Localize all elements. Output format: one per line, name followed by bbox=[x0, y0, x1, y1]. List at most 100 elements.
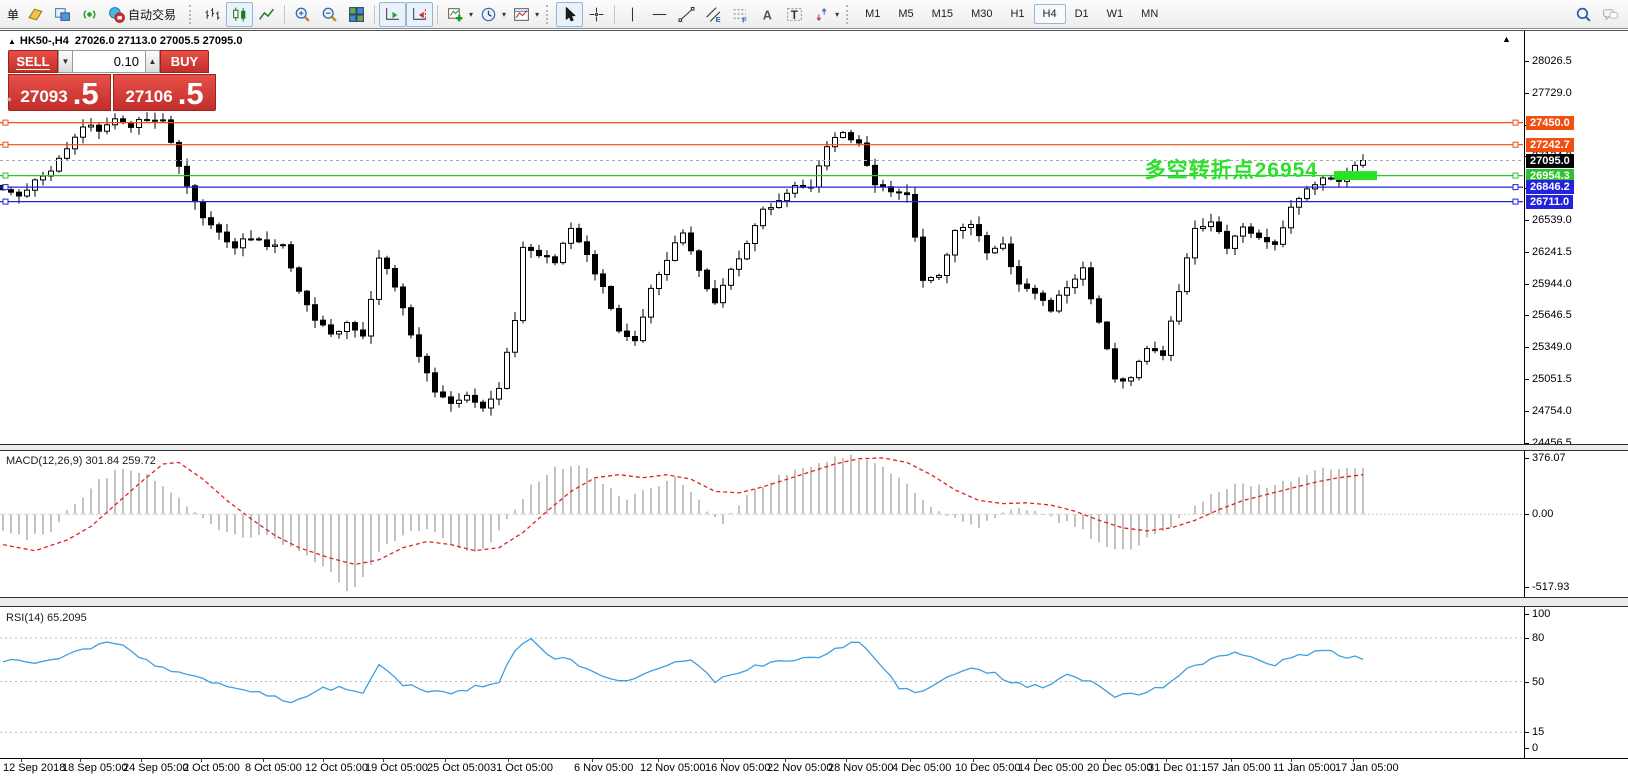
new-order-icon bbox=[28, 8, 43, 20]
text-label-button[interactable]: T bbox=[781, 2, 808, 27]
ask-price[interactable]: 27106.5 bbox=[113, 74, 216, 111]
channel-button[interactable]: E bbox=[700, 2, 727, 27]
timeframe-m5[interactable]: M5 bbox=[898, 8, 914, 20]
autotrade-icon bbox=[109, 6, 125, 23]
market-watch-button[interactable] bbox=[49, 2, 76, 27]
sell-button[interactable]: SELL bbox=[8, 50, 58, 73]
price-tick-label: 26241.5 bbox=[1532, 246, 1572, 258]
time-tick bbox=[1105, 759, 1106, 762]
vertical-line-button[interactable] bbox=[619, 2, 646, 27]
time-axis[interactable]: 12 Sep 2018 18 Sep 05:00 24 Sep 05:00 2 Oct… bbox=[0, 758, 1628, 776]
volume-input[interactable] bbox=[73, 50, 145, 73]
chat-icon bbox=[1603, 8, 1618, 20]
buy-button[interactable]: BUY bbox=[160, 50, 209, 73]
time-tick bbox=[723, 759, 724, 762]
templates-dropdown-icon[interactable]: ▾ bbox=[535, 9, 540, 19]
fibonacci-button[interactable]: F bbox=[727, 2, 754, 27]
horizontal-line-button[interactable] bbox=[646, 2, 673, 27]
chart-plot-area[interactable] bbox=[0, 31, 1524, 758]
signals-button[interactable] bbox=[76, 2, 103, 27]
line-anchor[interactable] bbox=[2, 141, 9, 148]
pane-splitter[interactable] bbox=[0, 444, 1628, 451]
axis-tick bbox=[1525, 682, 1529, 683]
time-tick bbox=[592, 759, 593, 762]
crosshair-button[interactable] bbox=[583, 2, 610, 27]
cursor-button[interactable] bbox=[556, 1, 584, 27]
bars-chart-button[interactable] bbox=[199, 2, 226, 27]
time-tick-label: 19 Oct 05:00 bbox=[365, 762, 428, 774]
panel-toggle-icon[interactable]: ▲ bbox=[8, 37, 16, 46]
templates-button[interactable] bbox=[508, 2, 535, 27]
timeframe-m1[interactable]: M1 bbox=[865, 8, 881, 20]
new-order-button[interactable] bbox=[22, 2, 49, 27]
zoom-out-button[interactable] bbox=[316, 2, 343, 27]
timeframe-w1[interactable]: W1 bbox=[1106, 8, 1124, 20]
axis-tick bbox=[1525, 443, 1529, 444]
timeframe-m15[interactable]: M15 bbox=[931, 8, 954, 20]
menu-clip[interactable]: 单 bbox=[7, 7, 20, 22]
toolbar-grip[interactable] bbox=[189, 4, 194, 24]
line-anchor[interactable] bbox=[2, 119, 9, 126]
arrows-button[interactable] bbox=[808, 2, 835, 27]
price-tick-label: 24754.0 bbox=[1532, 405, 1572, 417]
pane-splitter[interactable] bbox=[0, 597, 1628, 607]
timeframe-m30[interactable]: M30 bbox=[971, 8, 993, 20]
timeframe-h1[interactable]: H1 bbox=[1010, 8, 1025, 20]
arrows-dropdown-icon[interactable]: ▾ bbox=[835, 9, 840, 19]
time-tick-label: 16 Nov 05:00 bbox=[705, 762, 771, 774]
tile-windows-icon bbox=[349, 6, 364, 22]
indicators-dropdown-icon[interactable]: ▾ bbox=[469, 9, 474, 19]
time-tick-label: 14 Dec 05:00 bbox=[1018, 762, 1084, 774]
autotrade-button[interactable]: 自动交易 bbox=[103, 2, 184, 27]
zoom-in-button[interactable] bbox=[289, 2, 316, 27]
periods-button[interactable] bbox=[475, 2, 502, 27]
chart-shift-icon bbox=[413, 7, 426, 20]
price-tick-label: -517.93 bbox=[1532, 581, 1570, 593]
pivot-annotation[interactable]: 多空转折点26954 bbox=[1144, 159, 1318, 182]
tile-windows-button[interactable] bbox=[343, 2, 370, 27]
price-tick-label: 0 bbox=[1532, 742, 1539, 754]
market-watch-icon bbox=[55, 7, 70, 21]
periods-icon bbox=[481, 7, 496, 21]
trend-line-button[interactable] bbox=[673, 2, 700, 27]
line-anchor[interactable] bbox=[2, 172, 9, 179]
chat-button[interactable] bbox=[1597, 2, 1624, 27]
axis-tick bbox=[1525, 379, 1529, 380]
toolbar-grip[interactable] bbox=[846, 4, 851, 24]
price-axis[interactable]: 28026.527729.027431.527134.026836.526539… bbox=[1524, 31, 1628, 758]
volume-decrease-button[interactable]: ▼ bbox=[58, 50, 73, 73]
auto-scroll-button[interactable] bbox=[379, 1, 407, 27]
line-anchor[interactable] bbox=[1512, 184, 1519, 191]
time-tick-label: 31 Dec 01:15 bbox=[1148, 762, 1214, 774]
timeframe-mn[interactable]: MN bbox=[1141, 8, 1159, 20]
volume-increase-button[interactable]: ▲ bbox=[145, 50, 160, 73]
text-button[interactable]: A bbox=[754, 2, 781, 27]
candles-chart-button[interactable] bbox=[226, 1, 254, 27]
price-level-label: 26846.2 bbox=[1526, 180, 1574, 194]
line-anchor[interactable] bbox=[2, 184, 9, 191]
pivot-highlight[interactable] bbox=[1334, 171, 1377, 181]
timeframe-d1[interactable]: D1 bbox=[1074, 8, 1089, 20]
line-anchor[interactable] bbox=[1512, 119, 1519, 126]
line-anchor[interactable] bbox=[2, 198, 9, 205]
line-anchor[interactable] bbox=[1512, 198, 1519, 205]
svg-text:T: T bbox=[791, 8, 798, 21]
time-tick bbox=[846, 759, 847, 762]
price-tick-label: 26539.0 bbox=[1532, 214, 1572, 226]
line-chart-button[interactable] bbox=[253, 2, 280, 27]
scroll-to-end-marker[interactable]: ▲ bbox=[1502, 34, 1511, 44]
chart-window[interactable]: ▲ HK50-,H4 27026.0 27113.0 27005.5 27095.0… bbox=[0, 30, 1628, 776]
line-anchor[interactable] bbox=[1512, 141, 1519, 148]
channel-icon: E bbox=[706, 6, 721, 23]
search-button[interactable] bbox=[1570, 2, 1597, 27]
bid-price[interactable]: 27093.5 bbox=[8, 74, 111, 111]
line-anchor[interactable] bbox=[1512, 172, 1519, 179]
toolbar-grip[interactable] bbox=[546, 4, 551, 24]
timeframe-h4[interactable]: H4 bbox=[1033, 4, 1066, 24]
panel-collapse-handle[interactable]: ◆ bbox=[7, 97, 12, 103]
svg-text:A: A bbox=[763, 7, 772, 22]
chart-shift-button[interactable] bbox=[406, 1, 434, 27]
time-tick bbox=[658, 759, 659, 762]
indicators-button[interactable] bbox=[442, 2, 469, 27]
periods-dropdown-icon[interactable]: ▾ bbox=[502, 9, 507, 19]
